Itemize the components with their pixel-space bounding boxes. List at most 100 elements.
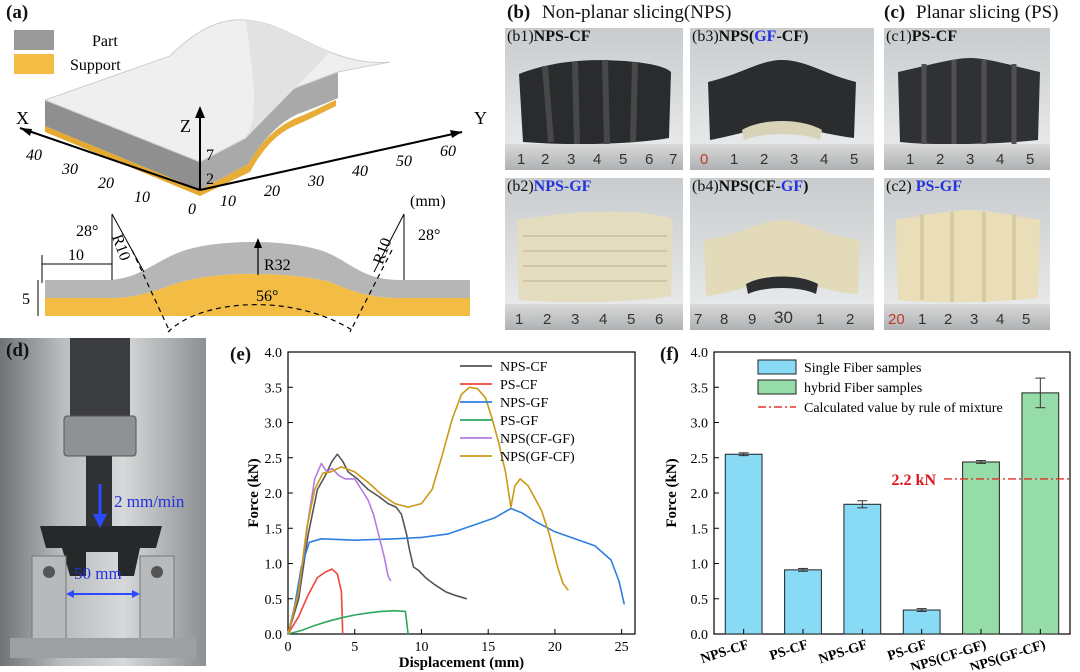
chart-e-ytick-label: 3.5 [265, 381, 283, 396]
c2-ruler-3: 3 [970, 311, 979, 328]
b4-ruler-8: 8 [720, 311, 729, 328]
chart-e-ytick-label: 4.0 [265, 346, 283, 361]
b3-sample [708, 60, 856, 140]
chart-e-legend-label: NPS-GF [500, 396, 548, 411]
x-axis-ticks: 40 30 20 10 0 [26, 147, 196, 218]
chart-e-xtick-label: 25 [615, 640, 629, 655]
c1-ruler-5: 5 [1026, 151, 1035, 168]
z-axis-arrow [195, 106, 205, 118]
support-legend-label: Support [70, 57, 121, 74]
y-tick-20: 20 [264, 183, 280, 200]
b2-ruler-3: 3 [571, 311, 580, 328]
c2-caption: (c2) PS-GF [886, 178, 962, 196]
c2-ruler: 20 1 2 3 4 5 [884, 304, 1050, 330]
b1-ruler: 1 2 3 4 5 6 7 [505, 144, 683, 170]
unit-label: (mm) [410, 193, 446, 210]
c2-name: PS-GF [915, 178, 962, 195]
chart-f-bar [784, 569, 822, 635]
r10-right-label: R10 [370, 236, 395, 267]
y-axis-ticks: 10 20 30 40 50 60 [220, 143, 456, 210]
b2-prefix: (b2) [507, 178, 534, 195]
support-front-face [45, 126, 200, 196]
chart-e-xtick-label: 5 [351, 640, 358, 655]
angle-right-label: 28° [418, 227, 440, 244]
b2-caption: (b2)NPS-GF [507, 178, 591, 196]
c1-sample [898, 58, 1040, 146]
chart-e-series-line [287, 609, 409, 635]
b3-name-a: NPS( [718, 28, 755, 45]
photo-c1: (c1)PS-CF 1 2 3 4 5 [884, 28, 1050, 170]
r32-arrow-head [254, 238, 262, 248]
b3-name-c: -CF) [776, 28, 809, 45]
b1-ruler-2: 2 [541, 151, 550, 168]
x-axis-line [19, 127, 201, 191]
b2-ruler-2: 2 [543, 311, 552, 328]
panel-b-label: (b) [507, 2, 531, 23]
b1-ruler-1: 1 [517, 151, 526, 168]
c2-ruler-5: 5 [1022, 311, 1031, 328]
b4-caption: (b4)NPS(CF-GF) [692, 178, 808, 196]
c2-sample [896, 210, 1040, 303]
r10-left-line [111, 213, 145, 273]
span-label: 50 mm [74, 564, 122, 583]
b1-ruler-4: 4 [593, 151, 602, 168]
b1-ruler-6: 6 [645, 151, 654, 168]
b4-name-b: GF [780, 178, 804, 195]
b4-name-c: ) [803, 178, 809, 195]
b2-ruler-5: 5 [627, 311, 636, 328]
b3-ruler-0: 0 [700, 151, 709, 168]
y-tick-60: 60 [440, 143, 456, 160]
chart-e-ytick-label: 0.5 [265, 593, 283, 608]
part-legend-label: Part [92, 33, 118, 50]
b3-ruler: 0 1 2 3 4 5 [690, 144, 874, 170]
x-tick-40: 40 [26, 147, 42, 164]
chart-e-xtick-label: 0 [285, 640, 292, 655]
chart-f-bar [843, 503, 882, 635]
chart-f-ytick-label: 1.0 [691, 558, 709, 573]
c1-name: PS-CF [911, 28, 958, 45]
chart-f-bar-force: 0.0 0.5 1.0 1.5 2.0 2.5 3.0 3.5 4.0 Force (kN) NPS… [664, 346, 1071, 670]
x-tick-10: 10 [134, 189, 150, 206]
chart-e-force-displacement: 0.0 0.5 1.0 1.5 2.0 2.5 3.0 3.5 4.0 0 5 10 15 20 25 Dis… [246, 346, 636, 670]
part-side-face [200, 72, 338, 190]
b1-name: NPS-CF [533, 28, 591, 45]
speed-label: 2 mm/min [114, 492, 185, 511]
b3-ruler-1: 1 [730, 151, 739, 168]
chart-e-ytick-label: 0.0 [265, 628, 283, 643]
x-axis-label: X [16, 108, 29, 128]
panel-e-label: (e) [230, 344, 252, 365]
b1-caption: (b1)NPS-CF [507, 28, 591, 46]
part-front-face [45, 100, 200, 190]
chart-f-legend-label-single: Single Fiber samples [804, 361, 921, 376]
b1-ruler-3: 3 [567, 151, 576, 168]
chart-f-legend-swatch-single [757, 359, 797, 375]
y-tick-10: 10 [220, 193, 236, 210]
b2-ruler: 1 2 3 4 5 6 [505, 304, 683, 330]
chart-f-ytick-label: 1.5 [691, 522, 709, 537]
photo-c2: (c2) PS-GF 20 1 2 3 4 5 [884, 178, 1050, 330]
chart-f-ytick-label: 0.5 [691, 593, 709, 608]
chart-e-ytick-label: 2.0 [265, 487, 283, 502]
c1-ruler-4: 4 [996, 151, 1005, 168]
c1-prefix: (c1) [886, 28, 912, 45]
support-side-face [200, 100, 336, 196]
b3-prefix: (b3) [692, 28, 719, 45]
fixture-drawing [10, 338, 196, 658]
panel-a-label: (a) [6, 2, 29, 23]
angle-center-label: 56° [256, 288, 278, 305]
dim-10-label: 10 [68, 247, 84, 264]
z-tick-2: 2 [206, 171, 214, 188]
chart-f-ytick-label: 0.0 [691, 628, 709, 643]
c2-ruler-1: 1 [918, 311, 927, 328]
support-legend-swatch [14, 54, 54, 74]
b4-ruler: 7 8 9 30 1 2 [690, 304, 874, 330]
b2-sample [517, 211, 673, 303]
b4-prefix: (b4) [692, 178, 719, 195]
x-tick-30: 30 [61, 161, 78, 178]
x-axis-arrow [20, 128, 32, 136]
c2-prefix: (c2) [886, 178, 912, 195]
chart-e-legend-label: NPS-CF [500, 360, 548, 375]
chart-f-bar [724, 453, 763, 635]
c2-ruler-4: 4 [996, 311, 1005, 328]
y-tick-40: 40 [352, 163, 368, 180]
